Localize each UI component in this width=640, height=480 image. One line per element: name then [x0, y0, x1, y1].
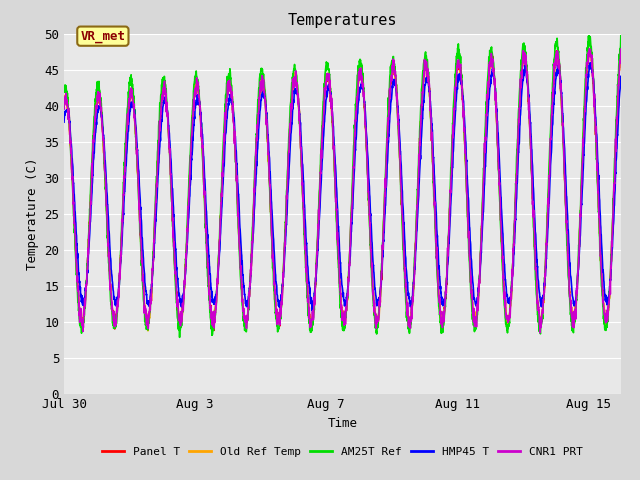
X-axis label: Time: Time: [328, 417, 357, 430]
Title: Temperatures: Temperatures: [287, 13, 397, 28]
Legend: Panel T, Old Ref Temp, AM25T Ref, HMP45 T, CNR1 PRT: Panel T, Old Ref Temp, AM25T Ref, HMP45 …: [97, 443, 588, 461]
Text: VR_met: VR_met: [81, 30, 125, 43]
Y-axis label: Temperature (C): Temperature (C): [26, 157, 38, 270]
